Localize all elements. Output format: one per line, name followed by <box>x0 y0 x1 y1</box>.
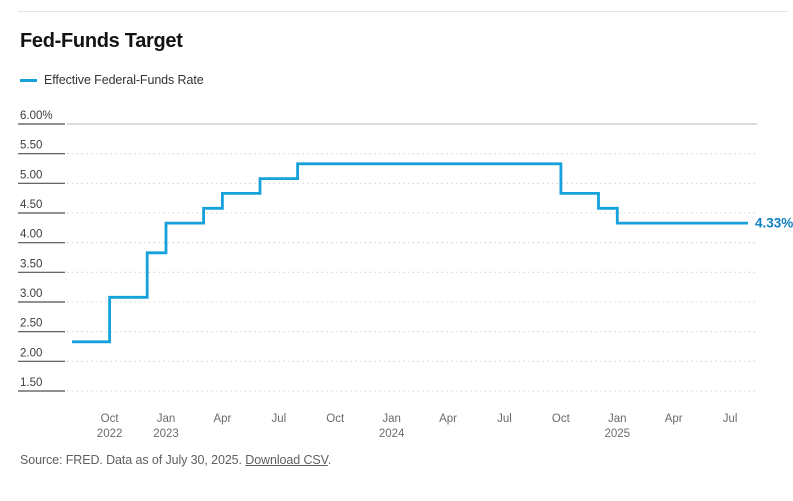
x-tick-year: 2023 <box>153 428 179 440</box>
x-tick-label: Apr <box>213 413 231 425</box>
y-tick-label: 3.50 <box>20 258 42 270</box>
x-tick-label: Jul <box>271 413 286 425</box>
x-tick-year: 2022 <box>97 428 123 440</box>
x-tick-label: Jan <box>157 413 176 425</box>
legend-line-swatch <box>20 78 37 82</box>
y-tick-label: 4.50 <box>20 199 42 211</box>
x-tick-year: 2024 <box>379 428 405 440</box>
source-note-period: . <box>327 453 332 467</box>
x-tick-year: 2025 <box>604 428 630 440</box>
source-text: Source: FRED. Data as of July 30, 2025. <box>20 453 246 467</box>
top-divider <box>18 11 788 12</box>
y-tick-label: 2.50 <box>20 318 42 330</box>
x-tick-label: Apr <box>439 413 457 425</box>
x-tick-label: Jan <box>608 413 627 425</box>
y-tick-label: 3.00 <box>20 288 42 300</box>
x-tick-label: Oct <box>552 413 571 425</box>
download-csv-link[interactable]: Download CSV <box>245 453 328 467</box>
y-tick-label: 5.50 <box>20 140 42 152</box>
rate-line <box>72 162 748 344</box>
y-tick-label: 5.00 <box>20 169 42 181</box>
y-tick-label: 4.00 <box>20 229 42 241</box>
y-tick-label: 2.00 <box>20 347 42 359</box>
legend: Effective Federal-Funds Rate <box>20 73 204 87</box>
y-tick-label: 6.00% <box>20 110 53 122</box>
x-tick-label: Jan <box>382 413 401 425</box>
x-tick-label: Apr <box>665 413 683 425</box>
x-tick-label: Jul <box>723 413 738 425</box>
y-tick-label: 1.50 <box>20 377 42 389</box>
x-tick-label: Jul <box>497 413 512 425</box>
end-value-label: 4.33% <box>755 216 793 231</box>
x-tick-label: Oct <box>101 413 120 425</box>
x-tick-label: Oct <box>326 413 345 425</box>
legend-label: Effective Federal-Funds Rate <box>44 73 204 87</box>
page-title: Fed-Funds Target <box>20 30 183 52</box>
source-note: Source: FRED. Data as of July 30, 2025. … <box>20 453 331 467</box>
